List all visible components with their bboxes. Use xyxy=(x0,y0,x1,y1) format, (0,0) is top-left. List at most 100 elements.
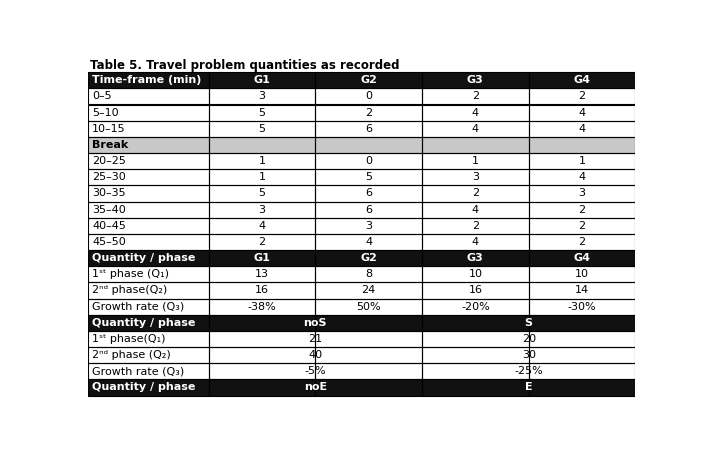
Bar xyxy=(316,72,422,88)
Bar xyxy=(88,72,209,88)
Text: noE: noE xyxy=(304,383,327,393)
Bar xyxy=(422,347,529,363)
Bar xyxy=(316,282,422,298)
Bar xyxy=(209,347,316,363)
Text: 14: 14 xyxy=(575,285,589,296)
Text: 10–15: 10–15 xyxy=(92,124,126,134)
Bar xyxy=(529,379,635,395)
Text: 4: 4 xyxy=(258,221,265,231)
Text: Break: Break xyxy=(92,140,128,150)
Bar xyxy=(529,105,635,121)
Bar xyxy=(88,169,209,185)
Text: 10: 10 xyxy=(468,269,482,279)
Bar xyxy=(88,266,209,282)
Bar xyxy=(209,169,316,185)
Bar xyxy=(529,363,635,379)
Bar xyxy=(422,72,529,88)
Bar xyxy=(422,105,529,121)
Bar xyxy=(88,105,209,121)
Bar xyxy=(316,185,422,201)
Bar xyxy=(422,298,529,315)
Bar xyxy=(529,250,635,266)
Text: 2ⁿᵈ phase(Q₂): 2ⁿᵈ phase(Q₂) xyxy=(92,285,167,296)
Text: 30–35: 30–35 xyxy=(92,188,126,199)
Bar xyxy=(529,347,635,363)
Bar xyxy=(209,137,316,153)
Text: 24: 24 xyxy=(361,285,376,296)
Text: 3: 3 xyxy=(365,221,372,231)
Text: 4: 4 xyxy=(472,237,479,247)
Bar xyxy=(209,331,316,347)
Bar xyxy=(316,137,422,153)
Bar xyxy=(88,315,209,331)
Bar xyxy=(529,185,635,201)
Bar xyxy=(209,379,316,395)
Bar xyxy=(88,121,209,137)
Bar xyxy=(88,105,209,121)
Bar xyxy=(422,266,529,282)
Bar xyxy=(88,282,209,298)
Text: 5: 5 xyxy=(258,124,265,134)
Text: 2: 2 xyxy=(472,221,479,231)
Bar xyxy=(422,379,529,395)
Bar xyxy=(529,201,635,218)
Text: 25–30: 25–30 xyxy=(92,172,126,182)
Bar xyxy=(209,121,316,137)
Bar xyxy=(529,347,635,363)
Text: 45–50: 45–50 xyxy=(92,237,126,247)
Text: 0: 0 xyxy=(365,156,372,166)
Bar xyxy=(88,250,209,266)
Bar xyxy=(529,218,635,234)
Bar xyxy=(209,266,316,282)
Bar xyxy=(422,282,529,298)
Bar xyxy=(209,379,316,395)
Bar xyxy=(422,363,529,379)
Text: -20%: -20% xyxy=(461,302,490,312)
Text: 3: 3 xyxy=(578,188,585,199)
Text: G4: G4 xyxy=(573,253,590,263)
Bar xyxy=(209,363,316,379)
Text: E: E xyxy=(525,383,532,393)
Text: -38%: -38% xyxy=(248,302,276,312)
Bar xyxy=(209,72,316,88)
Text: G1: G1 xyxy=(253,253,270,263)
Bar xyxy=(529,169,635,185)
Bar xyxy=(88,331,209,347)
Bar xyxy=(88,234,209,250)
Bar xyxy=(316,331,422,347)
Bar xyxy=(316,282,422,298)
Text: 1: 1 xyxy=(578,156,585,166)
Text: 1ˢᵗ phase(Q₁): 1ˢᵗ phase(Q₁) xyxy=(92,334,166,344)
Bar xyxy=(316,153,422,169)
Bar xyxy=(529,137,635,153)
Text: G3: G3 xyxy=(467,75,484,85)
Bar xyxy=(209,185,316,201)
Bar xyxy=(209,201,316,218)
Bar xyxy=(529,315,635,331)
Text: Table 5. Travel problem quantities as recorded: Table 5. Travel problem quantities as re… xyxy=(90,59,400,71)
Bar xyxy=(316,266,422,282)
Text: 10: 10 xyxy=(575,269,589,279)
Bar xyxy=(529,201,635,218)
Text: 20: 20 xyxy=(522,334,536,344)
Bar xyxy=(209,137,316,153)
Bar xyxy=(529,121,635,137)
Text: 5–10: 5–10 xyxy=(92,107,119,118)
Text: 2: 2 xyxy=(578,205,585,215)
Bar xyxy=(422,201,529,218)
Bar xyxy=(529,298,635,315)
Bar xyxy=(422,282,529,298)
Bar xyxy=(88,201,209,218)
Text: Quantity / phase: Quantity / phase xyxy=(92,318,196,328)
Text: 30: 30 xyxy=(522,350,536,360)
Text: 21: 21 xyxy=(309,334,323,344)
Bar xyxy=(88,315,209,331)
Bar xyxy=(529,266,635,282)
Bar xyxy=(529,266,635,282)
Bar xyxy=(422,363,529,379)
Text: 40–45: 40–45 xyxy=(92,221,126,231)
Bar xyxy=(529,153,635,169)
Text: 4: 4 xyxy=(578,172,585,182)
Bar xyxy=(209,234,316,250)
Bar xyxy=(316,201,422,218)
